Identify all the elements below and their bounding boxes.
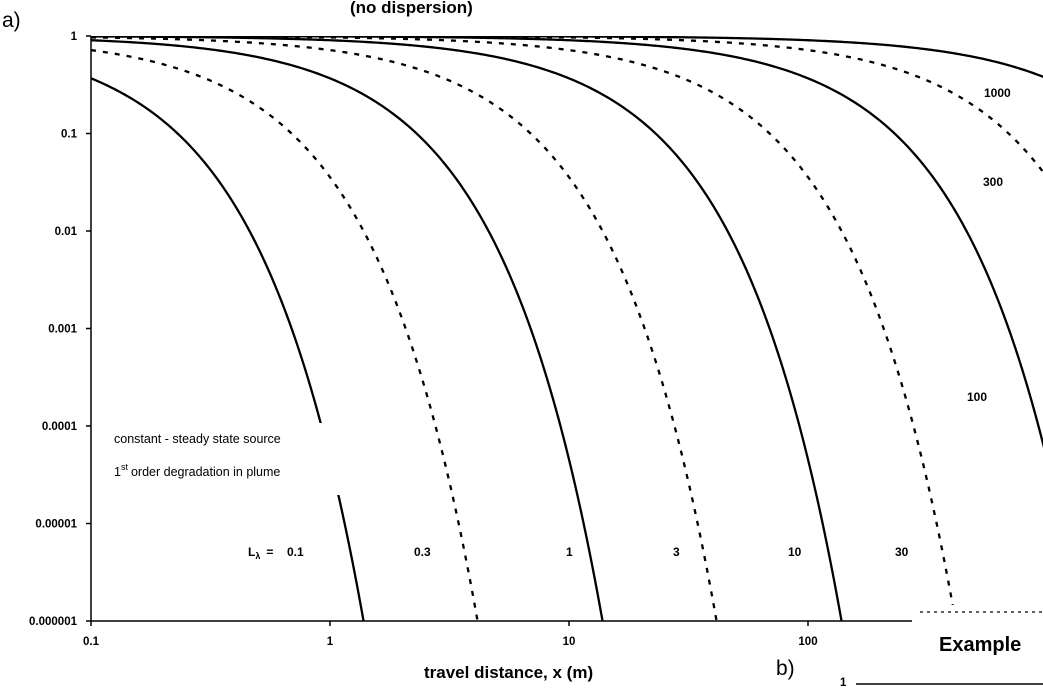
y-tick-label: 0.01 — [55, 226, 78, 238]
series-line-1 — [90, 39, 604, 621]
x-axis-label: travel distance, x (m) — [424, 663, 593, 682]
curve-label-300: 300 — [983, 175, 1003, 189]
curve-label-100: 100 — [967, 390, 987, 404]
curve-label-0.3: 0.3 — [414, 545, 431, 559]
curves — [90, 36, 1043, 621]
curve-label-1000: 1000 — [984, 86, 1011, 100]
chart-title: (no dispersion) — [350, 0, 473, 17]
axes — [90, 36, 1043, 622]
curve-label-3: 3 — [673, 545, 680, 559]
annotation-degradation: 1st order degradation in plume — [114, 462, 280, 479]
curve-label-30: 30 — [895, 545, 909, 559]
curve-label-10: 10 — [788, 545, 802, 559]
x-tick-label: 100 — [798, 636, 817, 648]
series-line-300 — [91, 36, 1043, 174]
inset-panel-background — [912, 605, 1043, 688]
curve-labels: Lλ = 0.1 0.3 1 3 10 30 100 300 1000 — [248, 86, 1011, 561]
x-ticks: 0.1 1 10 100 — [83, 621, 818, 648]
series-line-1000 — [91, 36, 1043, 78]
series-line-0.3 — [90, 48, 479, 621]
y-tick-label: 1 — [71, 31, 78, 43]
x-tick-label: 1 — [327, 636, 334, 648]
x-tick-label: 0.1 — [83, 636, 100, 648]
y-tick-label: 0.0001 — [42, 421, 78, 433]
panel-label-a: a) — [2, 9, 21, 32]
y-tick-label: 0.00001 — [35, 519, 77, 531]
y-tick-label: 0.000001 — [29, 616, 78, 628]
y-ticks: 1 0.1 0.01 0.001 0.0001 0.00001 0.000001 — [29, 31, 91, 628]
y-tick-label: 0.1 — [61, 129, 78, 141]
curve-label-0.1: 0.1 — [287, 545, 304, 559]
series-label-prefix: Lλ = — [248, 545, 273, 561]
y-tick-label: 0.001 — [48, 324, 77, 336]
curve-label-1: 1 — [566, 545, 573, 559]
series-line-0.1 — [90, 77, 365, 621]
inset-tick-label: 1 — [840, 677, 847, 688]
annotation-source: constant - steady state source — [114, 432, 281, 446]
x-tick-label: 10 — [563, 636, 576, 648]
panel-label-b: b) — [776, 657, 795, 680]
annotation-box — [108, 423, 342, 495]
series-line-10 — [90, 36, 843, 621]
inset-title: Example — [939, 634, 1021, 656]
series-line-3 — [90, 36, 718, 621]
